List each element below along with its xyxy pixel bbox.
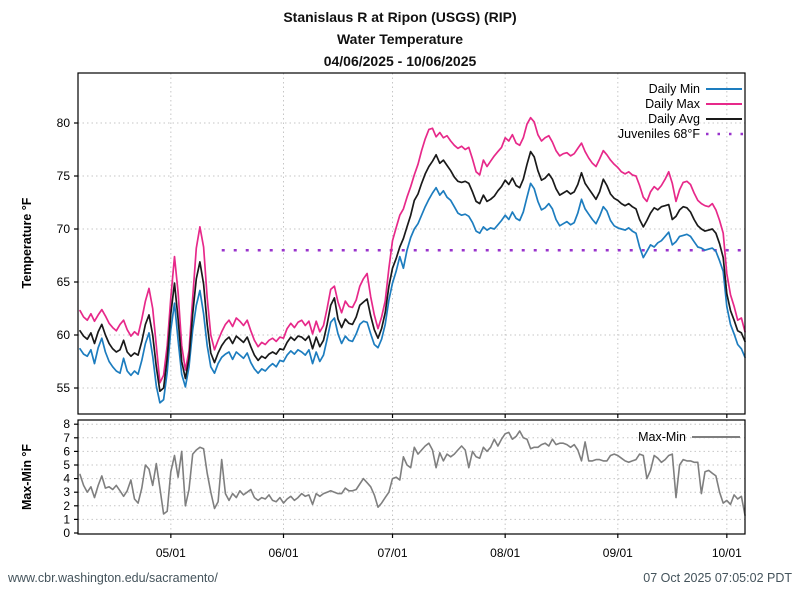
main-y-tick-label: 65 (57, 275, 71, 289)
bottom-y-tick-label: 5 (63, 458, 70, 472)
main-y-tick-label: 75 (57, 169, 71, 183)
bottom-y-tick-label: 4 (63, 472, 70, 486)
title-parameter: Water Temperature (336, 31, 464, 47)
bottom-y-tick-label: 2 (63, 499, 70, 513)
legend-label-max-min: Max-Min (638, 430, 686, 444)
bottom-y-tick-label: 0 (63, 526, 70, 540)
daily-max-line (79, 116, 746, 384)
x-tick-label: 10/01 (712, 546, 742, 560)
x-tick-label: 07/01 (377, 546, 407, 560)
main-y-tick-label: 60 (57, 328, 71, 342)
main-plot-border (77, 72, 746, 415)
x-tick-label: 05/01 (156, 546, 186, 560)
main-y-tick-label: 55 (57, 381, 71, 395)
bottom-legend: Max-Min (638, 430, 740, 444)
x-tick-label: 09/01 (603, 546, 633, 560)
main-y-tick-label: 80 (57, 116, 71, 130)
title-station: Stanislaus R at Ripon (USGS) (RIP) (283, 9, 517, 25)
bottom-y-tick-label: 3 (63, 485, 70, 499)
footer-url-link[interactable]: www.cbr.washington.edu/sacramento/ (8, 571, 218, 585)
chart-title-block: Stanislaus R at Ripon (USGS) (RIP) Water… (0, 6, 800, 72)
bottom-y-tick-label: 7 (63, 431, 70, 445)
max-min-line (79, 430, 746, 517)
main-y-axis-label: Temperature °F (20, 197, 34, 288)
legend-label-daily-avg: Daily Avg (648, 112, 700, 126)
daily-min-line (79, 182, 746, 404)
footer-timestamp: 07 Oct 2025 07:05:02 PDT (643, 571, 792, 585)
legend-label-daily-max: Daily Max (645, 97, 701, 111)
x-tick-label: 06/01 (268, 546, 298, 560)
x-tick-label: 08/01 (490, 546, 520, 560)
legend-label-juveniles: Juveniles 68°F (618, 127, 700, 141)
title-daterange: 04/06/2025 - 10/06/2025 (323, 53, 477, 69)
bottom-plot-border (77, 419, 746, 535)
bottom-y-tick-label: 8 (63, 417, 70, 431)
bottom-y-tick-label: 1 (63, 512, 70, 526)
bottom-y-axis-label: Max-Min °F (20, 444, 34, 510)
main-legend: Daily Min Daily Max Daily Avg Juveniles … (618, 82, 744, 141)
legend-label-daily-min: Daily Min (649, 82, 700, 96)
main-y-tick-label: 70 (57, 222, 71, 236)
daily-avg-line (79, 150, 746, 393)
bottom-y-tick-label: 6 (63, 444, 70, 458)
